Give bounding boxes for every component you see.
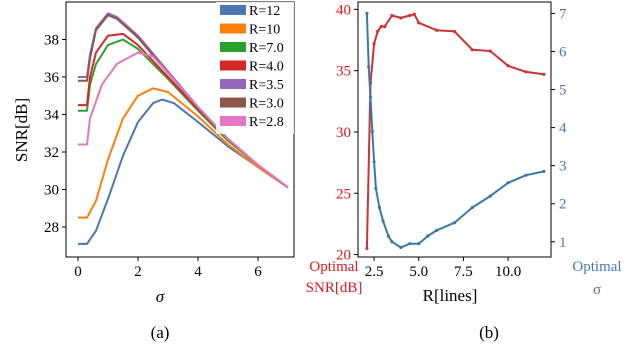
optimal-sigma-point — [524, 174, 527, 177]
panel-b-frame — [358, 2, 551, 257]
optimal-sigma-point — [417, 242, 420, 245]
optimal-snr-point — [399, 16, 402, 19]
optimal-sigma-point — [365, 12, 368, 15]
left-y-tick-label: 30 — [336, 125, 351, 141]
optimal-sigma-point — [399, 246, 402, 249]
optimal-sigma-point — [378, 206, 381, 209]
optimal-sigma-point — [542, 170, 545, 173]
legend-swatch — [220, 79, 246, 89]
x-tick-label: 7.5 — [454, 264, 473, 280]
legend-swatch — [220, 61, 246, 71]
x-tick-label: 6 — [254, 264, 262, 280]
optimal-snr-point — [542, 73, 545, 76]
right-y-tick-label: 1 — [559, 235, 567, 251]
right-y-tick-label: 4 — [559, 121, 567, 137]
panel-a-ylabel: SNR[dB] — [12, 98, 31, 162]
panel-a-caption: (a) — [151, 323, 170, 342]
optimal-snr-point — [507, 64, 510, 67]
y-tick-label: 28 — [44, 220, 59, 236]
optimal-snr-point — [383, 25, 386, 28]
left-y-tick-label: 40 — [336, 2, 351, 18]
x-tick-label: 0 — [74, 264, 82, 280]
optimal-snr-point — [417, 21, 420, 24]
panel-a-xlabel: σ — [156, 287, 165, 306]
optimal-sigma-point — [426, 234, 429, 237]
optimal-sigma-point — [369, 96, 372, 99]
optimal-sigma-point — [390, 240, 393, 243]
right-y-tick-label: 3 — [559, 159, 567, 175]
optimal-snr-point — [413, 13, 416, 16]
left-axis-label-line2: SNR[dB] — [306, 280, 363, 296]
right-y-tick-label: 6 — [559, 44, 567, 60]
legend-label: R=4.0 — [249, 60, 284, 75]
optimal-sigma-point — [374, 187, 377, 190]
optimal-sigma-point — [408, 242, 411, 245]
optimal-snr-point — [524, 70, 527, 73]
panel-b-caption: (b) — [479, 323, 499, 342]
legend-label: R=3.0 — [249, 97, 284, 112]
x-tick-label: 2.5 — [365, 264, 384, 280]
optimal-snr-line — [367, 14, 544, 248]
y-tick-label: 38 — [44, 33, 59, 49]
x-tick-label: 2 — [134, 264, 142, 280]
optimal-snr-point — [489, 49, 492, 52]
optimal-sigma-point — [381, 219, 384, 222]
optimal-snr-point — [372, 42, 375, 45]
optimal-snr-point — [390, 14, 393, 17]
panel-a-legend: R=12 R=10 R=7.0 R=4.0 R=3.5 R=3.0 R=2.8 — [216, 2, 294, 134]
optimal-snr-point — [453, 30, 456, 33]
panel-b-xlabel: R[lines] — [423, 286, 478, 305]
y-tick-label: 30 — [44, 183, 59, 199]
optimal-snr-point — [435, 29, 438, 32]
x-tick-label: 10.0 — [495, 264, 521, 280]
legend-swatch — [220, 42, 246, 52]
y-tick-label: 32 — [44, 145, 59, 161]
legend-label: R=3.5 — [249, 78, 284, 93]
right-y-tick-label: 2 — [559, 197, 567, 213]
legend-swatch — [220, 24, 246, 34]
optimal-sigma-line — [367, 13, 544, 247]
legend-swatch — [220, 5, 246, 15]
x-tick-label: 5.0 — [409, 264, 428, 280]
optimal-snr-point — [471, 48, 474, 51]
optimal-sigma-point — [367, 65, 370, 68]
optimal-sigma-point — [371, 130, 374, 133]
optimal-sigma-point — [507, 181, 510, 184]
left-y-tick-label: 25 — [336, 186, 351, 202]
optimal-sigma-point — [453, 221, 456, 224]
right-axis-label-line1: Optimal — [572, 259, 621, 275]
legend-label: R=10 — [249, 23, 280, 38]
y-tick-label: 34 — [44, 108, 60, 124]
optimal-sigma-point — [387, 234, 390, 237]
optimal-snr-point — [408, 14, 411, 17]
left-y-tick-label: 35 — [336, 64, 351, 80]
right-axis-label-line2: σ — [593, 282, 601, 298]
left-axis-label-line1: Optimal — [309, 259, 358, 275]
optimal-snr-point — [376, 30, 379, 33]
legend-label: R=2.8 — [249, 115, 284, 130]
legend-label: R=7.0 — [249, 41, 284, 56]
right-y-tick-label: 7 — [559, 6, 567, 22]
optimal-snr-point — [380, 25, 383, 28]
x-tick-label: 4 — [194, 264, 202, 280]
y-tick-label: 36 — [44, 70, 60, 86]
optimal-snr-point — [365, 247, 368, 250]
right-y-tick-label: 5 — [559, 83, 567, 99]
optimal-sigma-point — [489, 195, 492, 198]
legend-swatch — [220, 116, 246, 126]
optimal-sigma-point — [471, 206, 474, 209]
legend-label: R=12 — [249, 4, 280, 19]
optimal-sigma-point — [372, 160, 375, 163]
legend-swatch — [220, 98, 246, 108]
optimal-sigma-point — [435, 229, 438, 232]
